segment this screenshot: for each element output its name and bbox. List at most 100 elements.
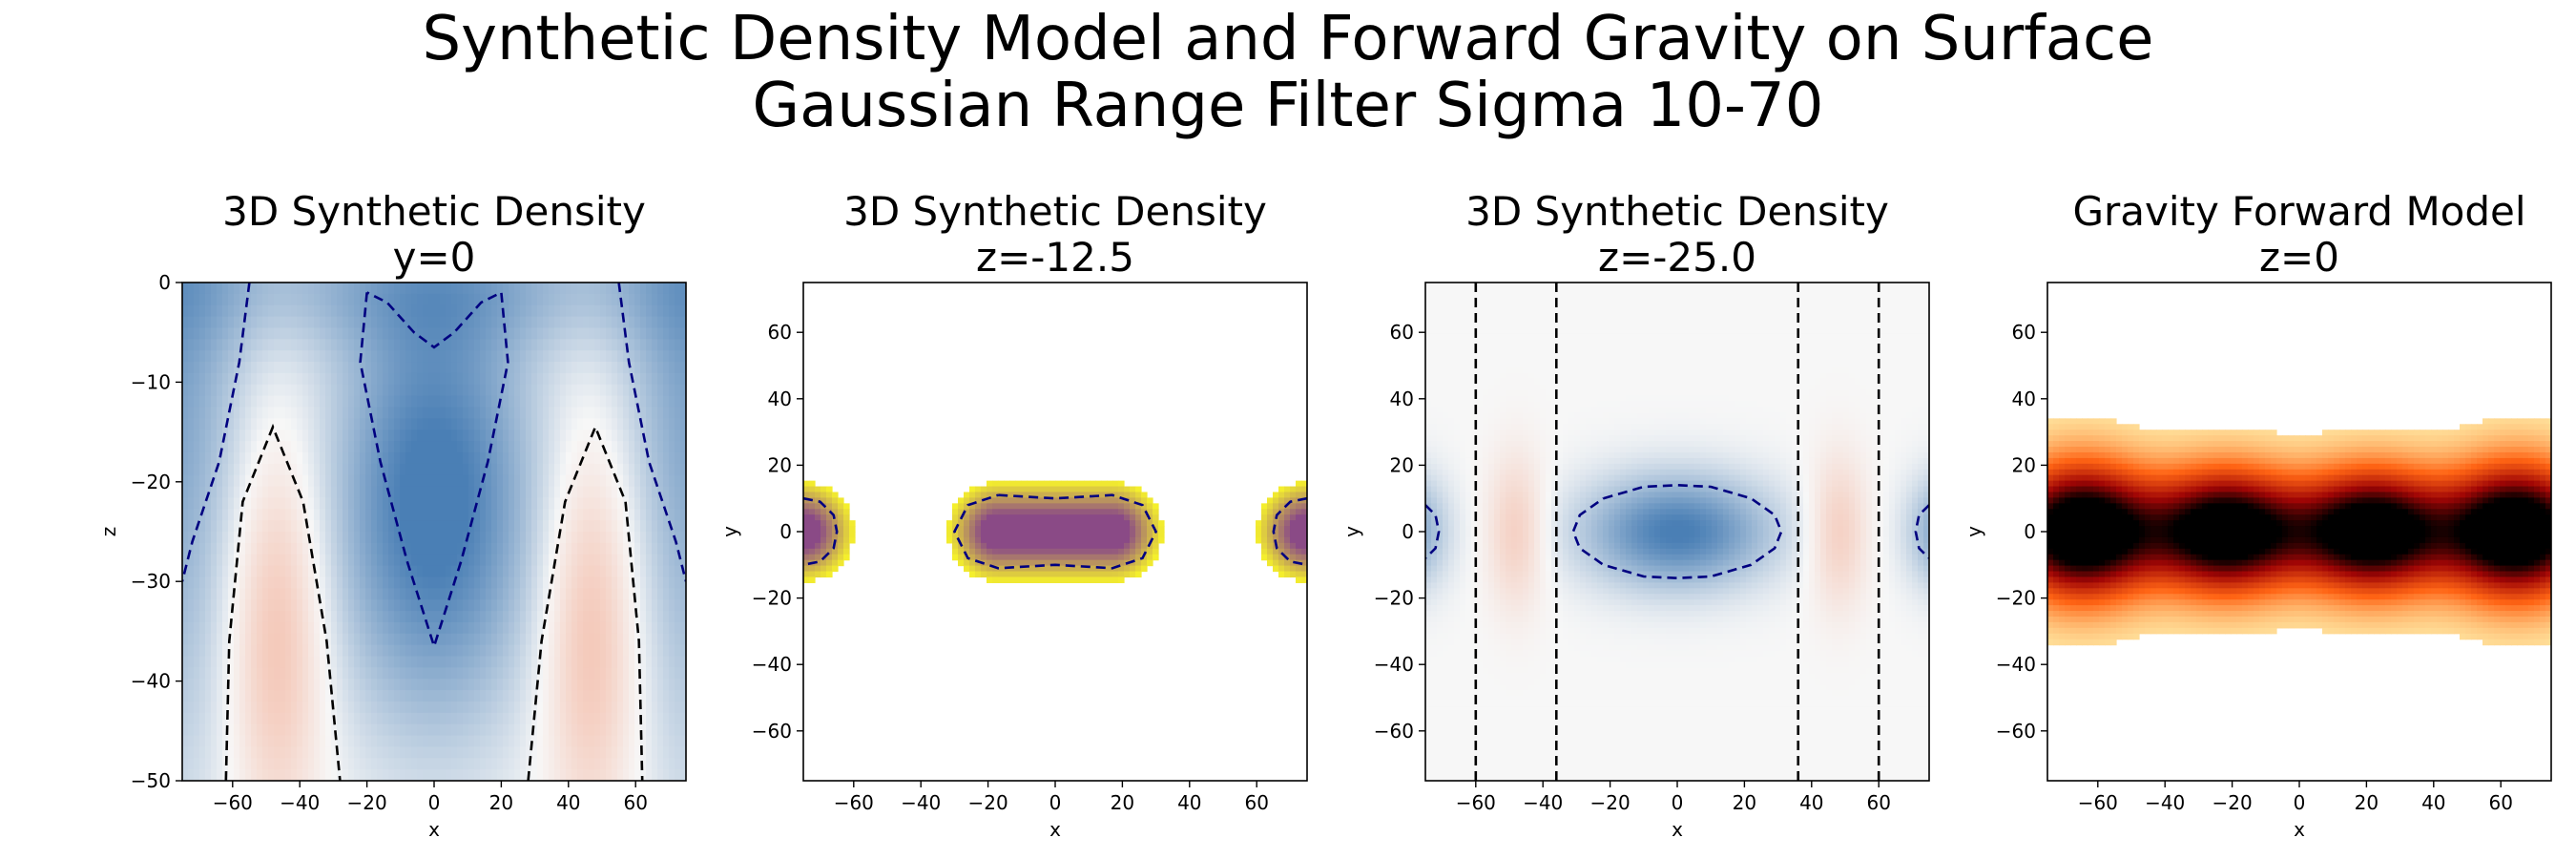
heatmap-cell [354,372,361,386]
heatmap-cell [388,418,395,430]
heatmap-cell [554,554,561,567]
heatmap-cell [331,486,338,499]
heatmap-cell [509,451,515,465]
heatmap-cell [383,542,389,555]
heatmap-cell [291,407,298,419]
heatmap-cell [583,542,590,555]
heatmap-cell [423,554,429,567]
heatmap-cell [826,503,833,510]
heatmap-cell [434,621,441,635]
heatmap-cell [365,304,372,318]
heatmap-cell [268,407,275,419]
heatmap-cell [998,486,1005,493]
heatmap-cell [629,576,635,589]
heatmap-cell [1273,532,1279,538]
heatmap-cell [657,554,664,567]
heatmap-cell [663,497,670,510]
heatmap-cell [360,588,366,600]
heatmap-cell [663,430,670,442]
heatmap-cell [211,690,218,702]
heatmap-cell [463,758,469,770]
heatmap-cell [251,441,258,453]
heatmap-cell [211,407,218,419]
heatmap-cell [199,723,206,737]
heatmap-cell [457,316,464,329]
heatmap-cell [1067,536,1073,544]
heatmap-cell [302,532,309,544]
heatmap-cell [451,769,458,781]
heatmap-cell [1084,480,1091,488]
heatmap-cell [629,327,635,340]
heatmap-cell [480,723,487,737]
heatmap-cell [589,395,595,409]
heatmap-cell [1118,492,1125,499]
heatmap-cell [491,497,498,510]
heatmap-cell [302,565,309,578]
heatmap-cell [348,474,355,488]
heatmap-cell [314,304,321,318]
heatmap-cell [394,769,401,781]
heatmap-cell [291,362,298,374]
heatmap-cell [434,758,441,770]
heatmap-cell [663,599,670,612]
panel-title-line2: z=-12.5 [976,234,1134,281]
heatmap-cell [675,769,681,781]
heatmap-cell [457,701,464,714]
heatmap-cell [623,565,630,578]
heatmap-cell [251,304,258,318]
heatmap-cell [440,599,447,612]
heatmap-cell [617,554,624,567]
heatmap-cell [537,350,544,363]
heatmap-cell [1153,520,1159,527]
heatmap-cell [428,701,435,714]
heatmap-cell [211,656,218,668]
heatmap-cell [1112,526,1119,533]
heatmap-cell [600,520,607,533]
heatmap-cell [337,350,343,363]
heatmap-cell [348,599,355,612]
heatmap-cell [280,690,286,702]
heatmap-cell [348,611,355,623]
heatmap-cell [262,621,269,635]
heatmap-cell [348,769,355,781]
heatmap-cell [262,542,269,555]
heatmap-cell [1084,571,1091,578]
heatmap-cell [657,350,664,363]
heatmap-cell [617,769,624,781]
heatmap-cell [480,656,487,668]
heatmap-cell [1027,548,1033,555]
heatmap-cell [302,304,309,318]
heatmap-cell [577,611,584,623]
heatmap-cell [526,621,532,635]
heatmap-cell [457,621,464,635]
heatmap-cell [1084,559,1091,567]
heatmap-cell [531,520,538,533]
heatmap-cell [291,758,298,770]
heatmap-cell [1301,554,1307,561]
heatmap-cell [1437,356,1444,363]
heatmap-cell [497,758,504,770]
heatmap-cell [205,497,212,510]
heatmap-cell [463,690,469,702]
heatmap-cell [1425,729,1432,737]
heatmap-cell [652,372,658,386]
heatmap-cell [612,316,618,329]
heatmap-cell [360,576,366,589]
heatmap-cell [652,486,658,499]
heatmap-cell [417,554,424,567]
heatmap-cell [1118,542,1125,550]
heatmap-cell [600,451,607,465]
heatmap-cell [992,536,999,544]
heatmap-cell [308,441,315,453]
heatmap-cell [1431,559,1438,567]
heatmap-cell [423,633,429,646]
heatmap-cell [646,418,653,430]
heatmap-cell [302,418,309,430]
heatmap-cell [423,576,429,589]
heatmap-cell [360,395,366,409]
heatmap-cell [325,758,332,770]
heatmap-cell [228,576,235,589]
heatmap-cell [657,407,664,419]
heatmap-cell [211,599,218,612]
